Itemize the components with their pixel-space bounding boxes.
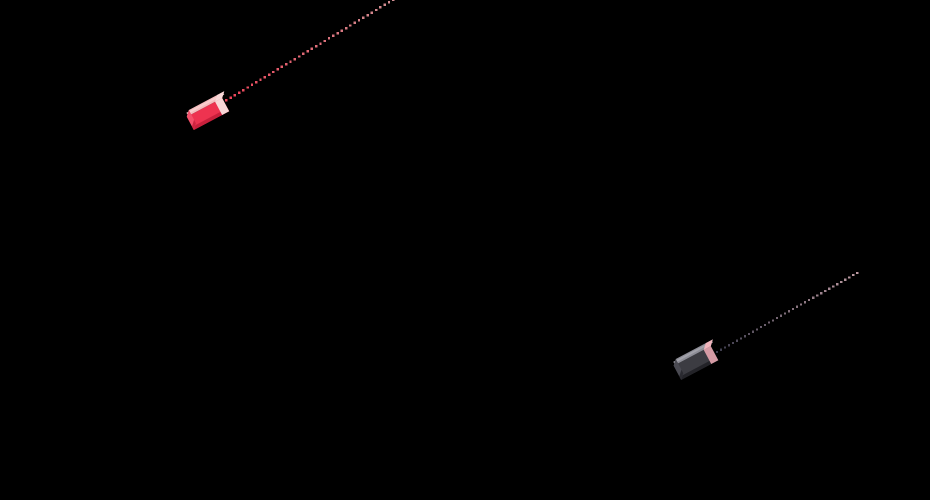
trail-dot (715, 350, 719, 354)
trail-dot (233, 94, 237, 97)
trail-dot (771, 319, 775, 322)
trail-dot (800, 303, 803, 306)
trail-dot (267, 73, 271, 76)
trail-dot (280, 65, 284, 69)
trail-dot (289, 60, 292, 63)
box-tip-top (215, 91, 225, 102)
trail-dot (731, 341, 735, 345)
trail-dot (370, 11, 374, 14)
trail-dot (242, 88, 245, 92)
trail-dot (792, 307, 795, 311)
trail-dot (739, 337, 743, 340)
trail-dot (751, 330, 755, 333)
trail-dot (784, 312, 787, 315)
trail-dot (383, 3, 386, 7)
trail-dot (255, 81, 258, 84)
trail-dot (836, 283, 839, 286)
box-tip-front (215, 97, 230, 115)
trail-dot (272, 70, 275, 74)
trail-dot (297, 55, 301, 58)
trail-dot (759, 326, 763, 329)
trail-dot (349, 24, 352, 27)
trail-dot (387, 1, 391, 4)
trail-dot (340, 29, 344, 32)
trail-dot (735, 339, 739, 342)
red-particle-trail (220, 0, 395, 105)
trail-dot (723, 346, 727, 349)
trail-dot (775, 316, 779, 320)
box-end-cap-shadow (191, 119, 196, 131)
box-tip-front (703, 346, 719, 364)
trail-dot (276, 68, 279, 71)
trail-dot (780, 314, 783, 317)
trail-dot (306, 50, 309, 53)
trail-dot (332, 34, 335, 38)
trail-dot (366, 13, 369, 17)
trail-dot (392, 0, 395, 1)
trail-dot (285, 63, 288, 66)
trail-dot (816, 294, 819, 297)
trail-dot (344, 26, 348, 30)
box-top-highlight (186, 92, 225, 115)
trail-dot (763, 323, 767, 326)
trail-dot (263, 75, 267, 79)
trail-dot (259, 78, 262, 81)
trail-dot (852, 274, 855, 277)
box-tip-top (703, 339, 713, 350)
box-top-highlight (673, 341, 713, 364)
box-front-shadow (192, 108, 230, 131)
trail-dot (832, 285, 835, 288)
trail-dot (848, 276, 851, 279)
trail-dot (796, 305, 799, 308)
trail-dot (828, 287, 831, 290)
trail-dot (357, 19, 361, 22)
box-end-cap-shadow (679, 369, 684, 380)
trail-dot (379, 6, 382, 9)
trail-dot (314, 44, 318, 48)
trail-dot (743, 335, 747, 338)
trail-dot (804, 301, 807, 304)
trail-dot (844, 278, 847, 281)
red-capsule-object (186, 91, 230, 131)
trail-dot (840, 280, 843, 284)
trail-dot (225, 99, 228, 102)
trail-dot (788, 310, 791, 313)
trail-dot (323, 39, 326, 43)
trail-dot (237, 91, 241, 94)
trail-dot (374, 8, 378, 12)
gray-particle-trail (715, 271, 859, 354)
trail-dot (820, 292, 823, 295)
trail-dot (353, 21, 356, 25)
trail-dot (747, 332, 751, 336)
trail-dot (719, 348, 723, 351)
trail-dot (302, 52, 305, 56)
trail-dot (808, 298, 811, 302)
trail-dot (310, 47, 314, 50)
trail-dot (362, 16, 365, 19)
trail-dot (812, 296, 815, 299)
trail-dot (824, 289, 827, 293)
gray-box-object (673, 339, 719, 380)
trail-dot (319, 42, 322, 45)
trail-dot (250, 83, 254, 87)
trail-dot (767, 321, 771, 324)
box-front-shadow (679, 357, 719, 380)
trail-dot (229, 96, 232, 100)
trail-dot (293, 57, 296, 61)
trail-dot (727, 344, 731, 347)
trail-dot (327, 37, 331, 40)
trail-dot (856, 271, 859, 274)
trail-dot (336, 32, 339, 35)
trail-dot (755, 328, 759, 331)
trail-dot (246, 86, 249, 89)
